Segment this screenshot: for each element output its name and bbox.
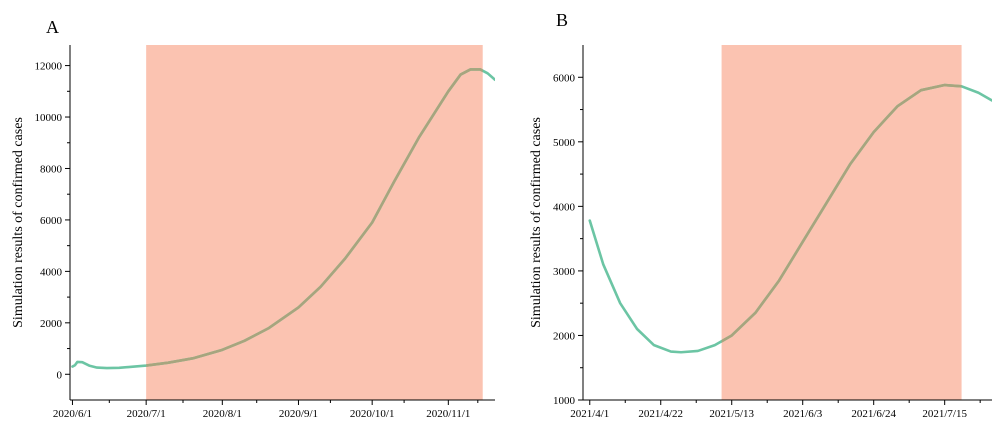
x-tick-label: 2020/9/1 — [279, 408, 318, 420]
x-tick-label: 2021/7/15 — [922, 408, 967, 420]
x-tick-label: 2021/4/1 — [570, 408, 609, 420]
x-tick-label: 2021/4/22 — [638, 408, 683, 420]
y-tick-label: 6000 — [40, 215, 63, 227]
y-axis-title: Simulation results of confirmed cases — [11, 117, 26, 328]
x-tick-label: 2020/10/1 — [350, 408, 395, 420]
y-tick-label: 1000 — [553, 395, 576, 407]
y-tick-label: 4000 — [40, 266, 63, 278]
y-tick-label: 2000 — [40, 318, 63, 330]
y-tick-label: 4000 — [553, 201, 576, 213]
y-tick-label: 12000 — [35, 61, 63, 73]
x-tick-label: 2020/8/1 — [203, 408, 242, 420]
y-tick-label: 5000 — [553, 137, 576, 149]
y-tick-label: 8000 — [40, 163, 63, 175]
x-tick-label: 2021/6/24 — [851, 408, 896, 420]
series-line-highlight — [721, 83, 962, 343]
x-tick-label: 2021/6/3 — [783, 408, 823, 420]
shaded-region — [721, 45, 962, 400]
panel-label: A — [46, 17, 59, 37]
y-axis-title: Simulation results of confirmed cases — [529, 117, 544, 328]
x-tick-label: 2020/7/1 — [127, 408, 166, 420]
y-tick-label: 6000 — [553, 72, 576, 84]
x-tick-label: 2021/5/13 — [709, 408, 754, 420]
y-tick-label: 0 — [57, 369, 63, 381]
shaded-region — [146, 45, 483, 400]
series-line-highlight — [146, 68, 483, 367]
x-tick-label: 2020/11/1 — [426, 408, 470, 420]
panel-label: B — [556, 10, 568, 30]
x-tick-label: 2020/6/1 — [53, 408, 92, 420]
y-tick-label: 10000 — [35, 112, 63, 124]
y-tick-label: 3000 — [553, 266, 576, 278]
y-tick-label: 2000 — [553, 330, 576, 342]
panel-a: 0 2000 4000 6000 8000 10000 12000 2020/6/1 2020/… — [11, 17, 495, 420]
panel-b: 1000 2000 3000 4000 5000 6000 2021/4/1 2021/4/2… — [529, 10, 992, 420]
